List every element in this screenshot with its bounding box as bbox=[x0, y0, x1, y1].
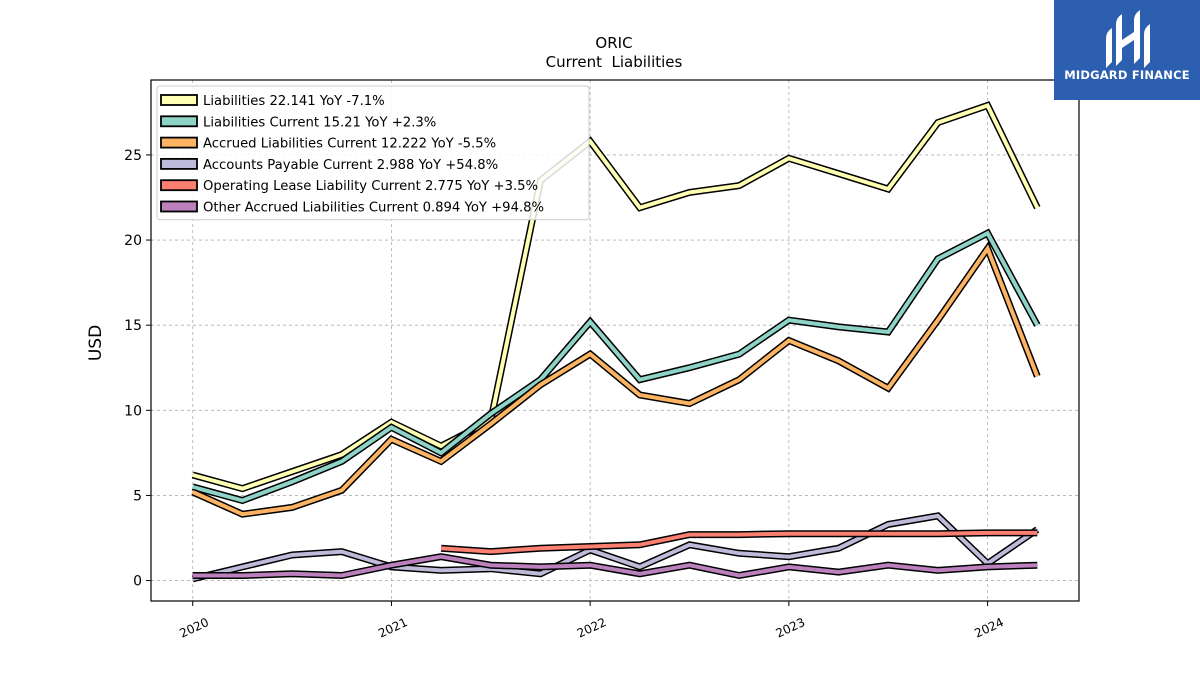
x-tick-label: 2023 bbox=[774, 615, 808, 641]
legend-entry: Operating Lease Liability Current 2.775 … bbox=[203, 179, 538, 194]
y-tick-label: 5 bbox=[133, 488, 142, 504]
legend-swatch bbox=[160, 136, 198, 149]
legend-swatch bbox=[160, 94, 198, 106]
legend-box bbox=[156, 85, 590, 221]
y-tick-label: 10 bbox=[124, 403, 142, 419]
midgard-finance-logo: MIDGARD FINANCE bbox=[1054, 0, 1200, 100]
series-line-3 bbox=[192, 513, 1039, 581]
y-tick-label: 25 bbox=[124, 148, 142, 164]
legend-entry: Accounts Payable Current 2.988 YoY +54.8… bbox=[203, 158, 498, 173]
legend-swatch bbox=[160, 157, 198, 170]
x-tick-label: 2021 bbox=[376, 615, 410, 641]
legend: Liabilities 22.141 YoY -7.1% Liabilities … bbox=[156, 85, 590, 221]
series-lines bbox=[191, 101, 1041, 583]
legend-entry: Other Accrued Liabilities Current 0.894 … bbox=[203, 201, 544, 216]
legend-swatch bbox=[160, 200, 198, 213]
series-line-4 bbox=[440, 530, 1038, 554]
logo-mark-icon bbox=[1106, 10, 1150, 68]
chart-subtitle: Current Liabilities bbox=[546, 53, 683, 71]
legend-entry: Accrued Liabilities Current 12.222 YoY -… bbox=[203, 137, 496, 152]
legend-swatch bbox=[160, 179, 198, 192]
y-axis-label: USD bbox=[86, 325, 106, 361]
y-tick-label: 0 bbox=[133, 574, 142, 590]
x-tick-label: 2024 bbox=[972, 615, 1006, 641]
series-line-1 bbox=[192, 230, 1040, 503]
y-tick-label: 15 bbox=[124, 318, 142, 334]
series-line-5 bbox=[192, 554, 1038, 578]
series-line-2 bbox=[191, 244, 1040, 517]
x-tick-label: 2020 bbox=[177, 615, 211, 641]
series-line-0 bbox=[192, 103, 1040, 491]
logo-text: MIDGARD FINANCE bbox=[1064, 68, 1190, 82]
chart-title: ORIC bbox=[595, 34, 632, 52]
legend-swatch bbox=[160, 115, 198, 128]
y-tick-label: 20 bbox=[124, 233, 142, 249]
legend-entry: Liabilities Current 15.21 YoY +2.3% bbox=[203, 115, 436, 130]
x-tick-label: 2022 bbox=[575, 615, 609, 641]
plot-frame bbox=[150, 79, 1080, 602]
legend-entry: Liabilities 22.141 YoY -7.1% bbox=[203, 94, 385, 109]
